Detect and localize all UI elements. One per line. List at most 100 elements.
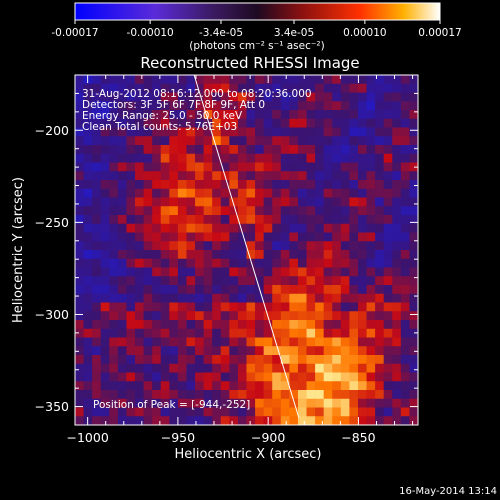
heatmap-cell [340,372,350,382]
heatmap-cell [357,127,367,137]
heatmap-cell [332,390,342,400]
heatmap-cell [212,180,222,190]
heatmap-cell [297,92,307,102]
heatmap-cell [409,180,418,190]
heatmap-cell [280,118,290,128]
heatmap-cell [212,127,222,137]
heatmap-cell [383,416,393,425]
heatmap-cell [366,92,376,102]
heatmap-cell [306,110,316,120]
time-range-text: 31-Aug-2012 08:16:12.000 to 08:20:36.000 [82,88,312,100]
heatmap-cell [383,92,393,102]
heatmap-cell [280,258,290,268]
heatmap-cell [195,188,204,198]
heatmap-cell [100,276,110,286]
heatmap-cell [203,363,213,373]
heatmap-cell [272,127,282,137]
heatmap-cell [75,153,84,163]
heatmap-cell [212,162,222,172]
heatmap-cell [375,171,384,181]
heatmap-cell [92,162,102,172]
heatmap-cell [92,83,102,93]
heatmap-cell [263,145,273,155]
heatmap-cell [100,162,110,172]
heatmap-cell [357,83,367,93]
heatmap-cell [323,285,333,295]
heatmap-cell [349,75,359,85]
heatmap-cell [117,162,127,172]
heatmap-cell [109,241,119,251]
heatmap-cell [315,110,324,120]
heatmap-cell [383,215,393,225]
heatmap-cell [126,180,136,190]
heatmap-cell [366,302,376,312]
heatmap-cell [220,372,230,382]
heatmap-cell [135,241,144,251]
heatmap-cell [177,337,187,347]
heatmap-cell [255,127,264,137]
heatmap-cell [117,416,127,425]
heatmap-cell [392,355,402,365]
heatmap-cell [280,171,290,181]
heatmap-cell [237,223,247,233]
heatmap-cell [177,363,187,373]
heatmap-cell [383,320,393,330]
heatmap-cell [135,258,144,268]
heatmap-cell [143,188,153,198]
heatmap-cell [366,110,376,120]
heatmap-cell [357,355,367,365]
heatmap-cell [83,363,93,373]
heatmap-cell [383,127,393,137]
heatmap-cell [383,311,393,321]
heatmap-cell [152,118,162,128]
heatmap-cell [177,241,187,251]
heatmap-cell [152,302,162,312]
heatmap-cell [246,328,256,338]
heatmap-cell [246,153,256,163]
heatmap-cell [203,145,213,155]
heatmap-cell [297,398,307,408]
heatmap-cell [366,83,376,93]
heatmap-cell [143,215,153,225]
heatmap-cell [237,145,247,155]
heatmap-cell [186,110,196,120]
heatmap-cell [400,250,410,260]
heatmap-cell [135,83,144,93]
heatmap-cell [340,232,350,242]
heatmap-cell [126,101,136,111]
heatmap-cell [212,153,222,163]
heatmap-cell [135,171,144,181]
heatmap-cell [169,101,179,111]
heatmap-cell [272,171,282,181]
heatmap-cell [357,223,367,233]
heatmap-cell [220,188,230,198]
heatmap-cell [109,118,119,128]
heatmap-cell [272,267,282,277]
heatmap-cell [289,346,299,356]
heatmap-cell [409,311,418,321]
heatmap-cell [186,162,196,172]
heatmap-cell [177,197,187,207]
heatmap-cell [315,337,324,347]
heatmap-cell [143,258,153,268]
plot-area: −1000 −950 −900 −850−350−300−250−200 [35,74,419,445]
heatmap-cell [306,355,316,365]
heatmap-cell [169,171,179,181]
heatmap-cell [332,136,342,146]
heatmap-cell [289,171,299,181]
heatmap-cell [306,311,316,321]
heatmap-cell [109,390,119,400]
heatmap-cell [315,197,324,207]
heatmap-cell [400,311,410,321]
heatmap-cell [297,328,307,338]
heatmap-cell [195,390,204,400]
heatmap-cell [143,145,153,155]
heatmap-cell [229,285,239,295]
heatmap-cell [366,337,376,347]
heatmap-cell [366,223,376,233]
heatmap-cell [263,346,273,356]
heatmap-cell [272,83,282,93]
heatmap-cell [186,127,196,137]
heatmap-cell [289,241,299,251]
heatmap-cell [92,250,102,260]
